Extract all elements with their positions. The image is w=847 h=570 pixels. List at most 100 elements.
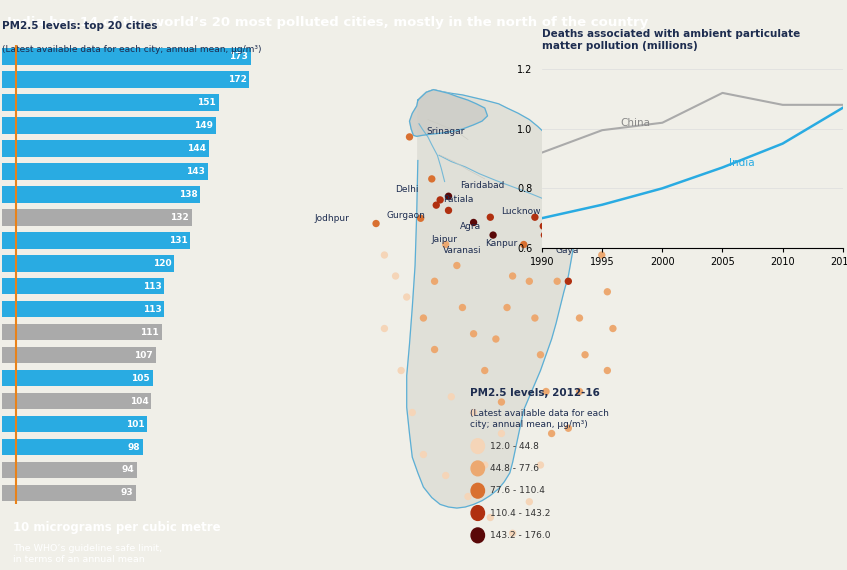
Point: [378, 250, 391, 259]
Point: [536, 222, 550, 231]
Text: 113: 113: [143, 305, 162, 314]
Point: [523, 276, 536, 286]
Bar: [2, 439, 143, 455]
Text: Gurgaon: Gurgaon: [386, 211, 425, 220]
Point: [670, 166, 684, 176]
Text: 143: 143: [185, 167, 205, 176]
Point: [501, 303, 514, 312]
Circle shape: [471, 461, 484, 476]
Point: [467, 218, 480, 227]
Bar: [2, 71, 249, 88]
Point: [673, 182, 687, 192]
Text: PM2.5 levels, 2012-16: PM2.5 levels, 2012-16: [470, 388, 600, 398]
Point: [484, 213, 497, 222]
Point: [486, 230, 500, 239]
Point: [562, 276, 575, 286]
Point: [538, 230, 551, 239]
Point: [517, 240, 530, 249]
Point: [402, 132, 416, 141]
Point: [495, 397, 508, 406]
Circle shape: [471, 528, 484, 543]
Bar: [2, 370, 152, 386]
Point: [681, 189, 695, 198]
Text: (Latest available data for each
city; annual mean, μg/m³): (Latest available data for each city; an…: [470, 409, 609, 429]
Point: [467, 329, 480, 339]
Text: Varanasi: Varanasi: [443, 246, 482, 255]
Point: [389, 271, 402, 280]
Text: 144: 144: [187, 144, 206, 153]
Text: 151: 151: [197, 98, 216, 107]
Bar: [2, 416, 147, 432]
Text: 120: 120: [153, 259, 172, 268]
Point: [529, 213, 542, 222]
Point: [595, 250, 608, 259]
Circle shape: [471, 506, 484, 520]
Text: 44.8 - 77.6: 44.8 - 77.6: [490, 464, 539, 473]
Point: [439, 471, 452, 480]
Polygon shape: [409, 89, 488, 136]
Point: [662, 176, 675, 185]
Bar: [2, 163, 208, 180]
Bar: [2, 484, 136, 501]
Point: [523, 497, 536, 506]
Bar: [2, 255, 174, 271]
Text: 131: 131: [169, 236, 187, 245]
Point: [478, 366, 491, 375]
Point: [428, 345, 441, 354]
Text: Deaths associated with ambient particulate
matter pollution (millions): Deaths associated with ambient particula…: [542, 29, 800, 51]
Point: [467, 408, 480, 417]
Text: 94: 94: [121, 466, 134, 474]
Point: [662, 158, 675, 168]
Point: [417, 314, 430, 323]
Point: [406, 408, 419, 417]
Text: 132: 132: [170, 213, 189, 222]
Text: 104: 104: [130, 397, 148, 406]
Text: 143.2 - 176.0: 143.2 - 176.0: [490, 531, 551, 540]
Text: 105: 105: [131, 373, 150, 382]
Text: 173: 173: [229, 52, 248, 61]
Bar: [2, 347, 156, 364]
Point: [395, 366, 408, 375]
Point: [428, 276, 441, 286]
Bar: [2, 140, 209, 157]
Point: [601, 366, 614, 375]
Point: [450, 261, 463, 270]
Point: [601, 287, 614, 296]
Text: India: India: [728, 158, 754, 168]
Text: Gaya: Gaya: [556, 246, 579, 255]
Text: 111: 111: [140, 328, 158, 337]
Text: 77.6 - 110.4: 77.6 - 110.4: [490, 486, 545, 495]
Point: [442, 192, 456, 201]
Text: Patna: Patna: [555, 227, 580, 236]
Bar: [2, 393, 152, 409]
Point: [573, 387, 586, 396]
Text: India has 14 of the world’s 20 most polluted cities, mostly in the north of the : India has 14 of the world’s 20 most poll…: [7, 16, 648, 29]
Point: [417, 450, 430, 459]
Text: 113: 113: [143, 282, 162, 291]
Point: [606, 324, 620, 333]
Point: [506, 529, 519, 538]
Text: Delhi: Delhi: [396, 185, 419, 194]
Point: [534, 461, 547, 470]
Text: Agra: Agra: [460, 222, 481, 231]
Point: [442, 206, 456, 215]
Text: Jodhpur: Jodhpur: [315, 214, 350, 223]
Point: [434, 196, 447, 205]
Text: Srinagar: Srinagar: [426, 127, 465, 136]
Point: [484, 513, 497, 522]
Text: 12.0 - 44.8: 12.0 - 44.8: [490, 442, 539, 450]
Point: [489, 335, 502, 344]
Point: [562, 424, 575, 433]
Bar: [2, 209, 191, 226]
Text: Kanpur: Kanpur: [484, 239, 517, 248]
Point: [642, 158, 656, 168]
Point: [579, 350, 592, 359]
Point: [414, 214, 428, 223]
Text: 138: 138: [179, 190, 197, 199]
Polygon shape: [624, 123, 713, 182]
Point: [545, 429, 558, 438]
Point: [495, 429, 508, 438]
Circle shape: [471, 439, 484, 454]
Point: [425, 174, 439, 184]
Point: [650, 181, 664, 190]
